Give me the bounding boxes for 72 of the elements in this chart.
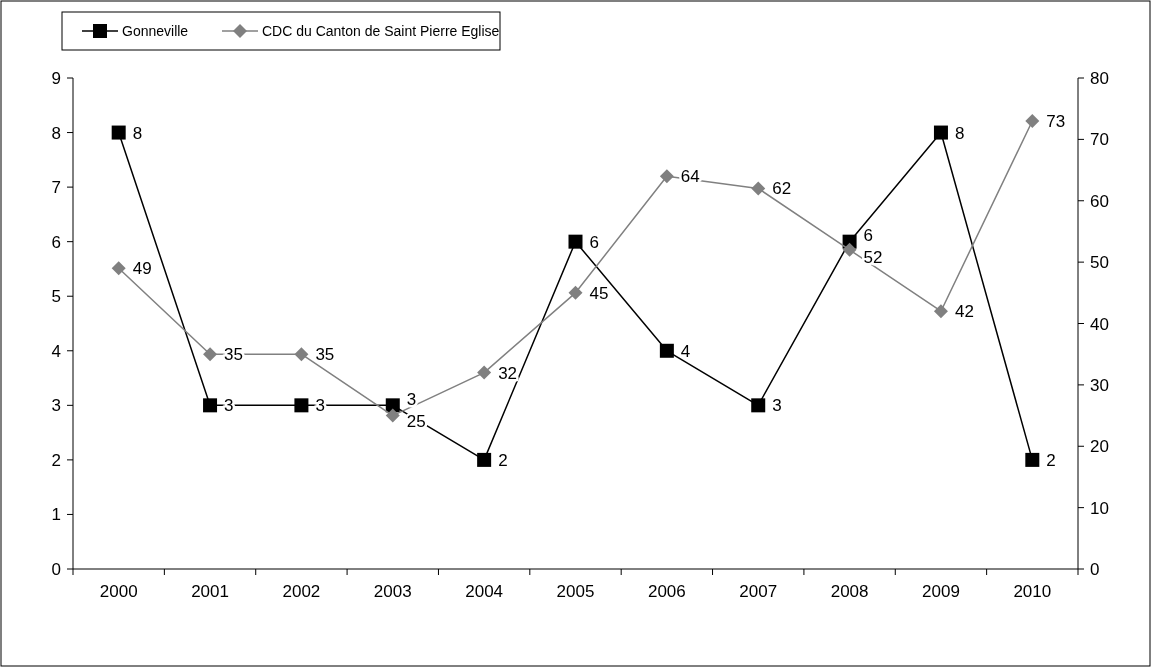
x-tick-label: 2006 bbox=[647, 582, 686, 601]
data-label: 32 bbox=[498, 363, 518, 383]
data-label: 3 bbox=[772, 396, 782, 416]
point bbox=[203, 398, 218, 413]
x-tick-label: 2005 bbox=[556, 582, 595, 601]
legend-label: Gonneville bbox=[122, 23, 189, 39]
point bbox=[933, 125, 948, 140]
data-label: 52 bbox=[863, 247, 883, 267]
x-tick-label: 2002 bbox=[282, 582, 321, 601]
point bbox=[477, 452, 492, 467]
x-tick-label: 2003 bbox=[373, 582, 412, 601]
point bbox=[933, 304, 948, 319]
point bbox=[111, 125, 126, 140]
y-tick-label: 3 bbox=[51, 396, 61, 416]
y2-tick-label: 70 bbox=[1090, 130, 1109, 150]
data-label: 35 bbox=[315, 345, 335, 365]
x-tick-label: 2009 bbox=[922, 582, 960, 601]
y2-tick-label: 60 bbox=[1090, 191, 1109, 211]
data-label: 8 bbox=[132, 123, 143, 143]
point bbox=[385, 408, 400, 423]
data-label: 35 bbox=[224, 345, 243, 365]
data-label: 42 bbox=[954, 302, 974, 322]
point bbox=[294, 347, 309, 362]
data-label: 8 bbox=[954, 123, 965, 143]
y2-tick-label: 40 bbox=[1090, 314, 1109, 334]
x-tick-label: 2004 bbox=[465, 582, 504, 601]
x-tick-label: 2001 bbox=[191, 582, 229, 601]
point bbox=[659, 169, 674, 184]
y-tick-label: 6 bbox=[51, 232, 61, 252]
x-tick-label: 2007 bbox=[739, 582, 778, 601]
y2-tick-label: 80 bbox=[1090, 69, 1109, 88]
y-tick-label: 9 bbox=[51, 69, 61, 88]
y-tick-label: 0 bbox=[51, 560, 61, 579]
data-label: 2 bbox=[498, 450, 508, 470]
point bbox=[477, 365, 492, 380]
y-tick-label: 8 bbox=[51, 123, 61, 143]
data-label: 6 bbox=[863, 225, 874, 245]
y2-tick-label: 30 bbox=[1090, 375, 1109, 395]
data-label: 2 bbox=[1046, 450, 1056, 470]
data-label: 49 bbox=[132, 259, 152, 279]
y-tick-label: 2 bbox=[51, 450, 61, 470]
point bbox=[203, 347, 218, 362]
point bbox=[385, 398, 400, 413]
point bbox=[1025, 452, 1040, 467]
point bbox=[1025, 113, 1040, 128]
point bbox=[751, 181, 766, 196]
y2-tick-label: 0 bbox=[1090, 560, 1100, 579]
point bbox=[842, 242, 857, 257]
data-label: 4 bbox=[680, 341, 691, 361]
data-label: 73 bbox=[1046, 111, 1066, 131]
y-tick-label: 7 bbox=[51, 178, 61, 198]
y2-tick-label: 20 bbox=[1090, 437, 1109, 457]
x-tick-label: 2008 bbox=[830, 582, 869, 601]
data-label: 45 bbox=[589, 283, 609, 303]
y-tick-label: 1 bbox=[51, 505, 61, 525]
data-label: 62 bbox=[772, 179, 792, 199]
y-tick-label: 4 bbox=[51, 341, 61, 361]
data-label: 6 bbox=[589, 232, 599, 252]
point bbox=[294, 398, 309, 413]
y2-tick-label: 10 bbox=[1090, 498, 1109, 518]
legend-label: CDC du Canton de Saint Pierre Eglise bbox=[262, 23, 500, 39]
point bbox=[659, 343, 674, 358]
point bbox=[568, 234, 583, 249]
x-tick-label: 2010 bbox=[1013, 582, 1052, 601]
point bbox=[751, 398, 766, 413]
x-tick-label: 2000 bbox=[99, 582, 138, 601]
data-label: 64 bbox=[680, 167, 700, 187]
y2-tick-label: 50 bbox=[1090, 253, 1109, 273]
point bbox=[568, 285, 583, 300]
y-tick-label: 5 bbox=[51, 287, 61, 307]
data-label: 3 bbox=[406, 390, 417, 410]
point bbox=[111, 261, 126, 276]
